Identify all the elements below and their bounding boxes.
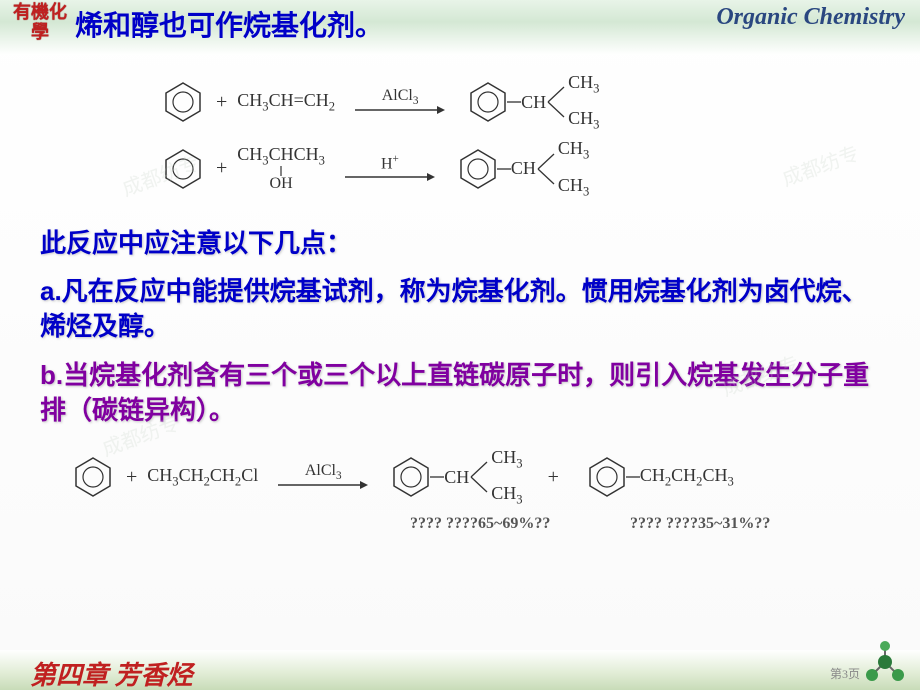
header-bar: 有機化學 烯和醇也可作烷基化剂。 Organic Chemistry: [0, 0, 920, 55]
benzene-icon: [465, 79, 511, 125]
molecule-icon: [860, 640, 910, 685]
yield-2: ???? ????35~31%??: [630, 515, 770, 533]
content-area: + CH3CH=CH2 AlCl3 CH CH3CH3 +: [0, 55, 920, 533]
reaction-1: + CH3CH=CH2 AlCl3 CH CH3CH3: [160, 73, 880, 131]
benzene-icon: [455, 146, 501, 192]
page-number: 第3页: [830, 665, 860, 682]
arrow-icon: [355, 103, 445, 117]
arrow-3: AlCl3: [278, 462, 368, 492]
slide: 成都纺专 成都纺专 成都纺专 成都纺专 有機化學 烯和醇也可作烷基化剂。 Org…: [0, 0, 920, 690]
branch-icon: [469, 454, 491, 500]
slide-title: 烯和醇也可作烷基化剂。: [75, 4, 383, 44]
footer-bar: 第四章 芳香烃 第3页: [0, 650, 920, 690]
benzene-icon: [160, 146, 206, 192]
reagent-2: CH3CHCH3 OH: [237, 145, 325, 191]
product-3a: CH CH3CH3: [430, 448, 522, 506]
notes-block: 此反应中应注意以下几点： a.凡在反应中能提供烷基试剂，称为烷基化剂。惯用烷基化…: [40, 223, 880, 428]
course-name: Organic Chemistry: [716, 4, 905, 31]
notes-heading: 此反应中应注意以下几点：: [40, 223, 880, 260]
product-3b: CH2CH2CH3: [626, 457, 734, 497]
branch-icon: [536, 146, 558, 192]
reagent-3: CH3CH2CH2Cl: [147, 465, 258, 490]
chapter-label: 第四章 芳香烃: [30, 655, 193, 692]
yields-row: ???? ????65~69%?? ???? ????35~31%??: [410, 515, 880, 533]
branch-icon: [546, 79, 568, 125]
benzene-icon: [584, 454, 630, 500]
reagent-1: CH3CH=CH2: [237, 90, 335, 115]
reaction-2: + CH3CHCH3 OH H+ CH CH3CH3: [160, 139, 880, 197]
yield-1: ???? ????65~69%??: [410, 515, 630, 533]
arrow-icon: [345, 170, 435, 184]
plus-sign: +: [216, 157, 227, 180]
plus-sign: +: [548, 466, 559, 489]
product-2: CH CH3CH3: [497, 139, 589, 197]
note-b: b.当烷基化剂含有三个或三个以上直链碳原子时，则引入烷基发生分子重排（碳链异构）…: [40, 358, 880, 428]
arrow-icon: [278, 478, 368, 492]
note-a: a.凡在反应中能提供烷基试剂，称为烷基化剂。惯用烷基化剂为卤代烷、烯烃及醇。: [40, 274, 880, 344]
seal-text: 有機化學: [10, 2, 70, 42]
plus-sign: +: [126, 466, 137, 489]
benzene-icon: [388, 454, 434, 500]
product-1: CH CH3CH3: [507, 73, 599, 131]
seal-logo: 有機化學: [10, 2, 70, 57]
benzene-icon: [160, 79, 206, 125]
plus-sign: +: [216, 91, 227, 114]
arrow-2: H+: [345, 153, 435, 183]
benzene-icon: [70, 454, 116, 500]
reaction-3: + CH3CH2CH2Cl AlCl3 CH CH3CH3 +: [70, 448, 880, 506]
arrow-1: AlCl3: [355, 87, 445, 117]
